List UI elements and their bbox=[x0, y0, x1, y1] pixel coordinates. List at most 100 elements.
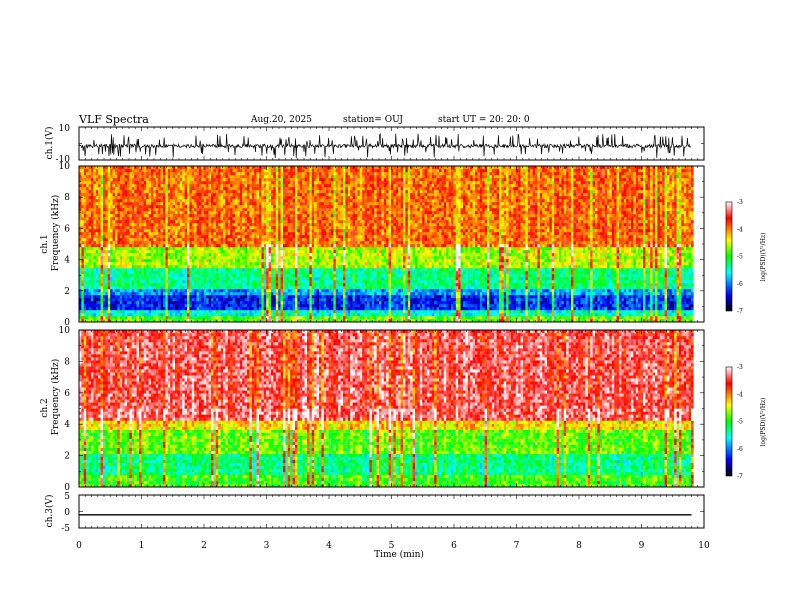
spectrogram-cell bbox=[163, 244, 166, 247]
spectrogram-cell bbox=[151, 193, 154, 196]
spectrogram-cell bbox=[156, 277, 159, 280]
spectrogram-cell bbox=[127, 181, 130, 184]
spectrogram-cell bbox=[165, 241, 168, 244]
spectrogram-cell bbox=[149, 292, 152, 295]
spectrogram-cell bbox=[120, 247, 123, 250]
spectrogram-cell bbox=[161, 313, 164, 316]
spectrogram-cell bbox=[96, 238, 99, 241]
spectrogram-cell bbox=[134, 238, 137, 241]
spectrogram-cell bbox=[153, 247, 156, 250]
spectrogram-cell bbox=[98, 184, 101, 187]
spectrogram-cell bbox=[84, 175, 87, 178]
spectrogram-cell bbox=[110, 241, 113, 244]
spectrogram-cell bbox=[137, 265, 140, 268]
spectrogram-cell bbox=[103, 265, 106, 268]
spectrogram-cell bbox=[151, 316, 154, 319]
spectrogram-cell bbox=[98, 193, 101, 196]
spectrogram-cell bbox=[101, 211, 104, 214]
spectrogram-cell bbox=[113, 313, 116, 316]
spectrogram-cell bbox=[132, 217, 135, 220]
spectrogram-cell bbox=[105, 310, 108, 313]
spectrogram-cell bbox=[120, 181, 123, 184]
spectrogram-cell bbox=[156, 256, 159, 259]
spectrogram-cell bbox=[93, 190, 96, 193]
spectrogram-cell bbox=[103, 250, 106, 253]
spectrogram-cell bbox=[134, 259, 137, 262]
spectrogram-cell bbox=[120, 196, 123, 199]
spectrogram-cell bbox=[125, 211, 128, 214]
spectrogram-cell bbox=[105, 280, 108, 283]
spectrogram-cell bbox=[127, 190, 130, 193]
spectrogram-cell bbox=[110, 211, 113, 214]
spectrogram-cell bbox=[89, 292, 92, 295]
spectrogram-cell bbox=[93, 310, 96, 313]
spectrogram-cell bbox=[134, 214, 137, 217]
spectrogram-cell bbox=[158, 238, 161, 241]
spectrogram-cell bbox=[105, 295, 108, 298]
spectrogram-cell bbox=[153, 280, 156, 283]
spectrogram-cell bbox=[117, 202, 120, 205]
spectrogram-cell bbox=[117, 220, 120, 223]
spectrogram-cell bbox=[129, 187, 132, 190]
spectrogram-cell bbox=[108, 184, 111, 187]
spectrogram-cell bbox=[86, 277, 89, 280]
spectrogram-cell bbox=[89, 226, 92, 229]
spectrogram-cell bbox=[149, 289, 152, 292]
spectrogram-cell bbox=[144, 175, 147, 178]
spectrogram-cell bbox=[158, 313, 161, 316]
spectrogram-cell bbox=[158, 169, 161, 172]
spectrogram-cell bbox=[146, 298, 149, 301]
spectrogram-cell bbox=[129, 292, 132, 295]
spectrogram-cell bbox=[101, 223, 104, 226]
spectrogram-cell bbox=[149, 301, 152, 304]
spectrogram-cell bbox=[149, 202, 152, 205]
spectrogram-cell bbox=[93, 247, 96, 250]
spectrogram-cell bbox=[161, 208, 164, 211]
spectrogram-cell bbox=[113, 184, 116, 187]
spectrogram-cell bbox=[98, 316, 101, 319]
spectrogram-cell bbox=[161, 310, 164, 313]
spectrogram-cell bbox=[93, 295, 96, 298]
spectrogram-cell bbox=[158, 235, 161, 238]
spectrogram-cell bbox=[134, 220, 137, 223]
spectrogram-cell bbox=[86, 211, 89, 214]
spectrogram-cell bbox=[84, 241, 87, 244]
spectrogram-cell bbox=[105, 223, 108, 226]
spectrogram-cell bbox=[81, 190, 84, 193]
spectrogram-cell bbox=[141, 223, 144, 226]
spectrogram-cell bbox=[103, 223, 106, 226]
spectrogram-cell bbox=[163, 229, 166, 232]
spectrogram-cell bbox=[141, 271, 144, 274]
spectrogram-cell bbox=[149, 253, 152, 256]
spectrogram-cell bbox=[84, 199, 87, 202]
spectrogram-cell bbox=[84, 304, 87, 307]
spectrogram-cell bbox=[101, 298, 104, 301]
spectrogram-cell bbox=[127, 283, 130, 286]
spectrogram-cell bbox=[132, 298, 135, 301]
spectrogram-cell bbox=[149, 271, 152, 274]
spectrogram-cell bbox=[146, 202, 149, 205]
spectrogram-cell bbox=[93, 262, 96, 265]
spectrogram-cell bbox=[129, 259, 132, 262]
spectrogram-cell bbox=[96, 277, 99, 280]
spectrogram-cell bbox=[113, 280, 116, 283]
spectrogram-cell bbox=[158, 181, 161, 184]
spectrogram-cell bbox=[161, 289, 164, 292]
spectrogram-cell bbox=[93, 298, 96, 301]
spectrogram-cell bbox=[134, 199, 137, 202]
spectrogram-cell bbox=[127, 250, 130, 253]
spectrogram-cell bbox=[163, 223, 166, 226]
spectrogram-cell bbox=[139, 187, 142, 190]
spectrogram-cell bbox=[161, 304, 164, 307]
spectrogram-cell bbox=[139, 229, 142, 232]
spectrogram-cell bbox=[158, 247, 161, 250]
spectrogram-cell bbox=[141, 244, 144, 247]
spectrogram-cell bbox=[163, 259, 166, 262]
spectrogram-cell bbox=[141, 274, 144, 277]
spectrogram-cell bbox=[132, 202, 135, 205]
spectrogram-cell bbox=[120, 262, 123, 265]
spectrogram-cell bbox=[86, 262, 89, 265]
spectrogram-cell bbox=[110, 316, 113, 319]
spectrogram-cell bbox=[117, 193, 120, 196]
spectrogram-cell bbox=[153, 265, 156, 268]
